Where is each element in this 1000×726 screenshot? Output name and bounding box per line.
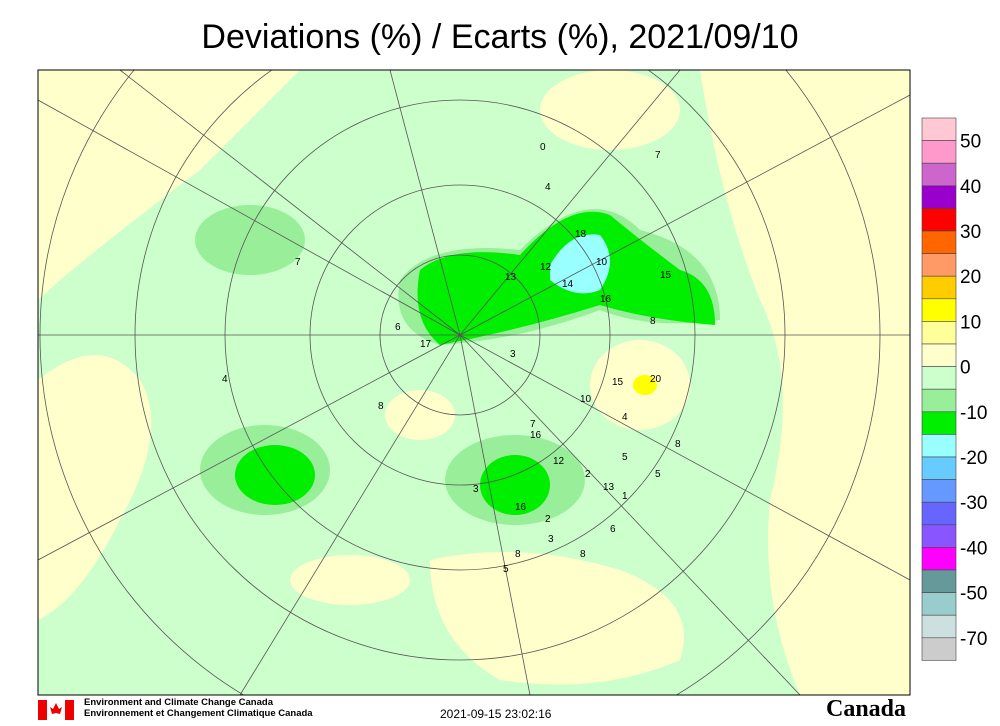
station-value: 13 [505, 272, 517, 283]
legend-swatch [921, 208, 957, 232]
station-value: 12 [540, 262, 552, 273]
station-value: 8 [515, 549, 521, 560]
station-value: 5 [622, 452, 628, 463]
legend-label: -10 [960, 403, 987, 424]
org-names: Environment and Climate Change Canada En… [84, 697, 313, 719]
legend-label: 50 [960, 132, 981, 153]
legend-swatch [921, 388, 957, 413]
station-value: 2 [585, 469, 591, 480]
station-value: 8 [580, 549, 586, 560]
wordmark: Canada [826, 696, 907, 722]
legend-swatch [921, 411, 957, 435]
station-value: 4 [222, 374, 228, 385]
station-value: 3 [510, 349, 516, 360]
map-frame [37, 69, 911, 696]
legend-label: 30 [960, 222, 981, 243]
org-fr: Environnement et Changement Climatique C… [84, 708, 313, 719]
station-value: 16 [515, 502, 527, 513]
legend-label: 0 [960, 358, 971, 379]
legend-swatch [921, 524, 957, 548]
station-value: 8 [675, 439, 681, 450]
maple-leaf [50, 703, 62, 714]
legend-label: -70 [960, 629, 987, 650]
legend-swatch [921, 140, 957, 164]
station-value: 10 [580, 394, 592, 405]
legend-swatch [921, 366, 957, 390]
legend-swatch [921, 456, 957, 480]
legend-swatch [921, 569, 957, 593]
station-value: 6 [395, 322, 401, 333]
station-value: 18 [575, 229, 587, 240]
legend-swatch [921, 637, 957, 661]
legend-swatch [921, 162, 957, 187]
station-value: 8 [650, 316, 656, 327]
map-field [38, 70, 910, 695]
station-value: 0 [540, 142, 546, 153]
legend-swatch [921, 185, 957, 209]
timestamp: 2021-09-15 23:02:16 [440, 707, 552, 721]
legend-swatch [921, 343, 957, 367]
legend-label: 20 [960, 267, 981, 288]
station-value: 5 [655, 469, 661, 480]
station-value: 10 [596, 257, 608, 268]
legend-swatch [921, 547, 957, 571]
station-value: 7 [295, 257, 301, 268]
station-value: 1 [622, 491, 628, 502]
legend-label: -50 [960, 584, 987, 605]
legend-label: -20 [960, 448, 987, 469]
station-value: 17 [420, 339, 432, 350]
title: Deviations (%) / Ecarts (%), 2021/09/10 [201, 18, 799, 56]
legend-swatch [921, 275, 957, 300]
station-value: 5 [503, 564, 509, 575]
flag-bar [65, 700, 74, 720]
station-value: 8 [378, 401, 384, 412]
station-value: 7 [655, 150, 661, 161]
legend-swatch [921, 298, 957, 322]
station-value: 6 [610, 524, 616, 535]
station-value: 3 [473, 484, 479, 495]
legend-swatch [921, 253, 957, 277]
station-value: 16 [600, 294, 612, 305]
station-value: 13 [603, 482, 615, 493]
legend-swatch [921, 434, 957, 458]
legend-swatch [921, 321, 957, 345]
legend-swatch [921, 614, 957, 639]
station-value: 4 [622, 412, 628, 423]
legend-label: 40 [960, 177, 981, 198]
station-value: 14 [562, 279, 574, 290]
station-value: 4 [545, 182, 551, 193]
station-value: 2 [545, 514, 551, 525]
station-value: 15 [660, 270, 672, 281]
legend-swatch [921, 592, 957, 616]
legend-label: -30 [960, 493, 987, 514]
legend-swatch [921, 501, 957, 526]
legend-label: -40 [960, 538, 987, 559]
station-value: 20 [650, 374, 662, 385]
legend-label: 10 [960, 312, 981, 333]
station-value: 15 [612, 377, 624, 388]
station-value: 3 [548, 534, 554, 545]
legend-swatch [921, 479, 957, 503]
legend-swatch [921, 230, 957, 254]
flag-bar [38, 700, 47, 720]
station-value: 7 [530, 419, 536, 430]
legend-swatch [921, 117, 957, 141]
org-en: Environment and Climate Change Canada [84, 697, 273, 708]
station-value: 16 [530, 430, 542, 441]
station-value: 12 [553, 456, 565, 467]
